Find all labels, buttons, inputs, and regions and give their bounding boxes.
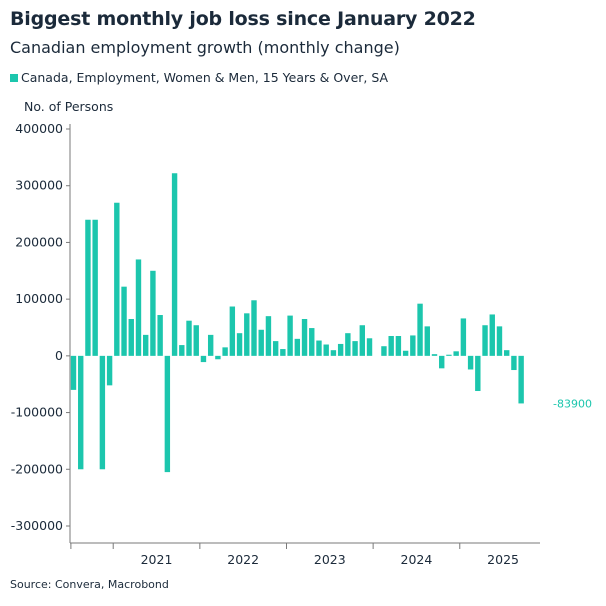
x-tick-label: 2021 [141,552,173,567]
bar [114,202,120,356]
bar [179,345,185,356]
x-tick-label: 2022 [227,552,259,567]
bar [301,318,308,356]
bar [99,355,106,470]
bar [251,300,257,356]
y-axis-label: No. of Persons [24,99,114,114]
bar [244,313,250,356]
bar [453,351,459,356]
y-tick-label: -300000 [11,518,63,533]
bar [157,315,163,356]
y-tick-label: 400000 [15,121,63,136]
bar [164,355,171,473]
x-tick-label: 2025 [487,552,519,567]
bar [236,333,243,356]
bar [200,355,207,363]
bar [150,270,156,356]
bar [316,340,322,356]
bar [193,325,199,356]
bar [460,318,467,356]
bar [475,355,481,392]
bar [215,355,221,360]
y-tick-label: -200000 [11,461,63,476]
bar [345,333,351,356]
bar [265,316,272,356]
x-tick-label: 2023 [314,552,346,567]
bar [496,326,503,356]
bar [222,347,228,356]
bar [410,335,416,356]
bar [171,173,178,356]
bar [78,355,84,470]
bar [388,336,394,356]
bar [330,350,337,356]
bar [337,343,344,356]
bar [446,354,452,356]
bar [359,325,365,356]
bar [467,355,474,370]
bar [366,338,373,356]
y-tick-label: -100000 [11,405,63,420]
chart-title: Biggest monthly job loss since January 2… [10,8,476,30]
legend-label: Canada, Employment, Women & Men, 15 Year… [21,70,389,85]
bar [489,314,495,356]
y-tick-label: 100000 [15,291,63,306]
bar [92,219,98,356]
bar [482,325,488,356]
bar [381,346,387,356]
bar [504,350,510,356]
source-note: Source: Convera, Macrobond [10,578,169,591]
bar [518,355,524,404]
last-value-label: -83900 [553,397,592,410]
bar [431,354,438,356]
bar [85,219,91,356]
chart-subtitle: Canadian employment growth (monthly chan… [10,38,400,57]
bar [207,334,214,356]
bar [395,336,402,356]
bar [352,341,358,356]
bar [106,355,113,386]
bar [323,344,329,356]
bar [229,306,236,356]
bar [417,303,423,356]
bar [272,341,279,356]
bar [309,328,315,356]
bar [402,350,409,356]
bar [186,320,192,356]
bar [143,334,149,356]
bar [439,355,445,369]
bar [424,326,430,356]
legend-swatch [10,73,18,82]
bar [280,349,286,356]
bar [121,286,127,356]
legend: Canada, Employment, Women & Men, 15 Year… [10,70,388,85]
y-tick-label: 0 [55,348,63,363]
bar [135,259,142,356]
bar [70,355,77,390]
bar [511,355,517,371]
x-tick-label: 2024 [401,552,433,567]
bar [294,338,301,356]
bar [287,315,293,356]
y-tick-label: 200000 [15,234,63,249]
bar [258,329,264,356]
bar [128,318,134,356]
y-tick-label: 300000 [15,178,63,193]
